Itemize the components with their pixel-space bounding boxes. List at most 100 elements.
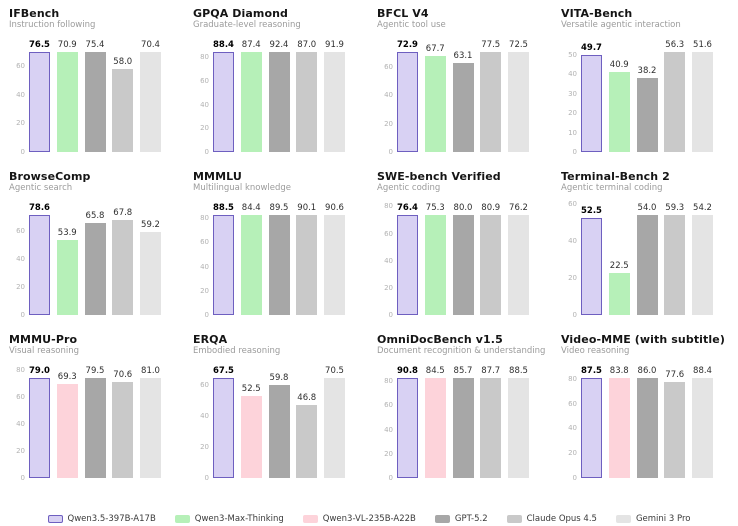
bar-qwen3-5-397b-a17b (397, 378, 418, 478)
y-axis-tick-label: 80 (384, 202, 393, 211)
legend-item-qwen3-5-397b-a17b: Qwen3.5-397B-A17B (47, 514, 156, 524)
bar-value-label: 72.5 (509, 40, 528, 50)
bar-group-claude-opus-4-5: 87.0 (296, 40, 318, 152)
bar-group-gpt-5-2: 38.2 (636, 40, 658, 152)
bar-qwen3-5-397b-a17b (581, 55, 602, 152)
bar-value-label: 70.5 (325, 366, 344, 376)
bar-qwen3-5-397b-a17b (213, 215, 234, 315)
bar-gpt-5-2 (636, 378, 658, 478)
bar-group-qwen3-vl-235b-a22b: 69.3 (56, 366, 78, 478)
bar-value-label: 77.6 (665, 369, 685, 380)
bar-claude-opus-4-5 (664, 215, 686, 315)
chart-title: OmniDocBench v1.5 (377, 333, 503, 346)
y-axis-tick-label: 0 (388, 148, 393, 156)
y-axis-tick-label: 20 (568, 449, 577, 458)
bar-gpt-5-2 (268, 52, 290, 152)
bar-value-label: 76.5 (29, 40, 50, 50)
bar-value-label: 59.3 (665, 203, 685, 213)
bar-group-qwen3-vl-235b-a22b: 52.5 (240, 366, 262, 478)
bar-qwen3-max-thinking (608, 273, 630, 315)
chart-subtitle: Document recognition & understanding (377, 346, 546, 356)
bar-gemini-3-pro (508, 52, 529, 152)
bar-group-gpt-5-2: 80.0 (452, 203, 474, 315)
chart-subtitle: Embodied reasoning (193, 346, 281, 356)
bar-value-label: 51.6 (693, 40, 712, 50)
bar-value-label: 67.5 (213, 366, 234, 376)
bar-group-qwen3-max-thinking: 67.7 (424, 40, 446, 152)
bars-row: 52.5 22.5 54.0 59.3 54.2 (581, 203, 713, 315)
bar-value-label: 56.3 (665, 40, 685, 50)
plot-area: 0 20 40 60 72.9 67.7 63.1 77.5 72.5 (384, 40, 529, 156)
bar-qwen3-5-397b-a17b (397, 52, 418, 152)
bar-value-label: 46.8 (297, 393, 317, 404)
bars-row: 67.5 52.5 59.8 46.8 70.5 (213, 366, 345, 478)
bar-qwen3-vl-235b-a22b (240, 396, 262, 478)
bar-gpt-5-2 (452, 62, 474, 152)
bar-value-label: 70.9 (57, 40, 77, 50)
chart-mmmu-pro: MMMU-Pro Visual reasoning 0 20 40 60 80 79.0 69.… (2, 331, 186, 494)
y-axis-tick-label: 20 (384, 283, 393, 292)
bar-qwen3-max-thinking (424, 215, 446, 315)
bar-group-gpt-5-2: 85.7 (452, 366, 474, 478)
bar-group-qwen3-5-397b-a17b: 76.4 (397, 203, 418, 315)
chart-title: ERQA (193, 333, 228, 346)
y-axis-tick-label: 40 (568, 70, 577, 79)
bar-value-label: 86.0 (637, 366, 657, 376)
y-axis-tick-label: 40 (200, 411, 209, 420)
bar-claude-opus-4-5 (480, 52, 502, 152)
bar-gemini-3-pro (140, 378, 161, 478)
bar-group-gemini-3-pro: 70.5 (324, 366, 345, 478)
bar-group-claude-opus-4-5: 59.3 (664, 203, 686, 315)
y-axis-tick-label: 40 (200, 100, 209, 109)
y-axis-tick-label: 20 (200, 442, 209, 451)
bars-row: 88.4 87.4 92.4 87.0 91.9 (213, 40, 345, 152)
bar-gemini-3-pro (508, 378, 529, 478)
chart-erqa: ERQA Embodied reasoning 0 20 40 60 67.5 52.5 59.… (186, 331, 370, 494)
bar-group-claude-opus-4-5: 70.6 (112, 366, 134, 478)
bars-row: 90.8 84.5 85.7 87.7 88.5 (397, 366, 529, 478)
y-axis-tick-label: 80 (384, 377, 393, 386)
bar-gemini-3-pro (692, 215, 713, 315)
chart-subtitle: Agentic search (9, 183, 73, 193)
bar-group-gemini-3-pro: 91.9 (324, 40, 345, 152)
bar-gemini-3-pro (692, 378, 713, 478)
bar-gemini-3-pro (508, 215, 529, 315)
chart-title: Terminal-Bench 2 (561, 170, 670, 183)
bar-qwen3-max-thinking (608, 72, 630, 152)
chart-swe-bench-verified: SWE-bench Verified Agentic coding 0 20 40 60 8… (370, 168, 554, 331)
bar-gpt-5-2 (84, 223, 106, 315)
bar-group-qwen3-max-thinking: 84.4 (240, 203, 262, 315)
chart-subtitle: Agentic terminal coding (561, 183, 663, 193)
bars-row: 76.5 70.9 75.4 58.0 70.4 (29, 40, 161, 152)
legend-item-claude-opus-4-5: Claude Opus 4.5 (506, 514, 597, 524)
bar-group-qwen3-5-397b-a17b: 88.4 (213, 40, 234, 152)
legend-label: Qwen3-Max-Thinking (194, 514, 284, 524)
model-legend: Qwen3.5-397B-A17B Qwen3-Max-Thinking Qwen3… (0, 502, 738, 526)
bar-group-claude-opus-4-5: 90.1 (296, 203, 318, 315)
bar-value-label: 22.5 (609, 261, 629, 272)
bar-gpt-5-2 (268, 385, 290, 478)
bar-claude-opus-4-5 (480, 378, 502, 478)
bar-gemini-3-pro (140, 52, 161, 152)
y-axis-tick-label: 80 (16, 365, 25, 374)
bar-group-claude-opus-4-5: 77.5 (480, 40, 502, 152)
bar-qwen3-max-thinking (56, 239, 78, 315)
bar-value-label: 76.4 (397, 203, 418, 213)
bar-group-qwen3-5-397b-a17b: 87.5 (581, 366, 602, 478)
bar-value-label: 63.1 (453, 50, 473, 61)
bar-claude-opus-4-5 (296, 215, 318, 315)
y-axis-tick-label: 40 (384, 91, 393, 100)
bar-group-gpt-5-2: 75.4 (84, 40, 106, 152)
bar-group-claude-opus-4-5: 56.3 (664, 40, 686, 152)
bar-value-label: 70.6 (113, 370, 133, 381)
bar-group-gpt-5-2: 65.8 (84, 203, 106, 315)
bar-qwen3-5-397b-a17b (581, 217, 602, 315)
chart-subtitle: Graduate-level reasoning (193, 20, 301, 30)
legend-label: GPT-5.2 (454, 514, 488, 524)
plot-area: 0 20 40 60 80 88.5 84.4 89.5 90.1 90.6 (200, 203, 345, 319)
y-axis-tick-label: 40 (384, 256, 393, 265)
bar-value-label: 75.3 (425, 203, 445, 213)
bar-value-label: 79.5 (85, 366, 105, 376)
y-axis-tick-label: 60 (200, 76, 209, 85)
bar-value-label: 52.5 (581, 205, 602, 216)
